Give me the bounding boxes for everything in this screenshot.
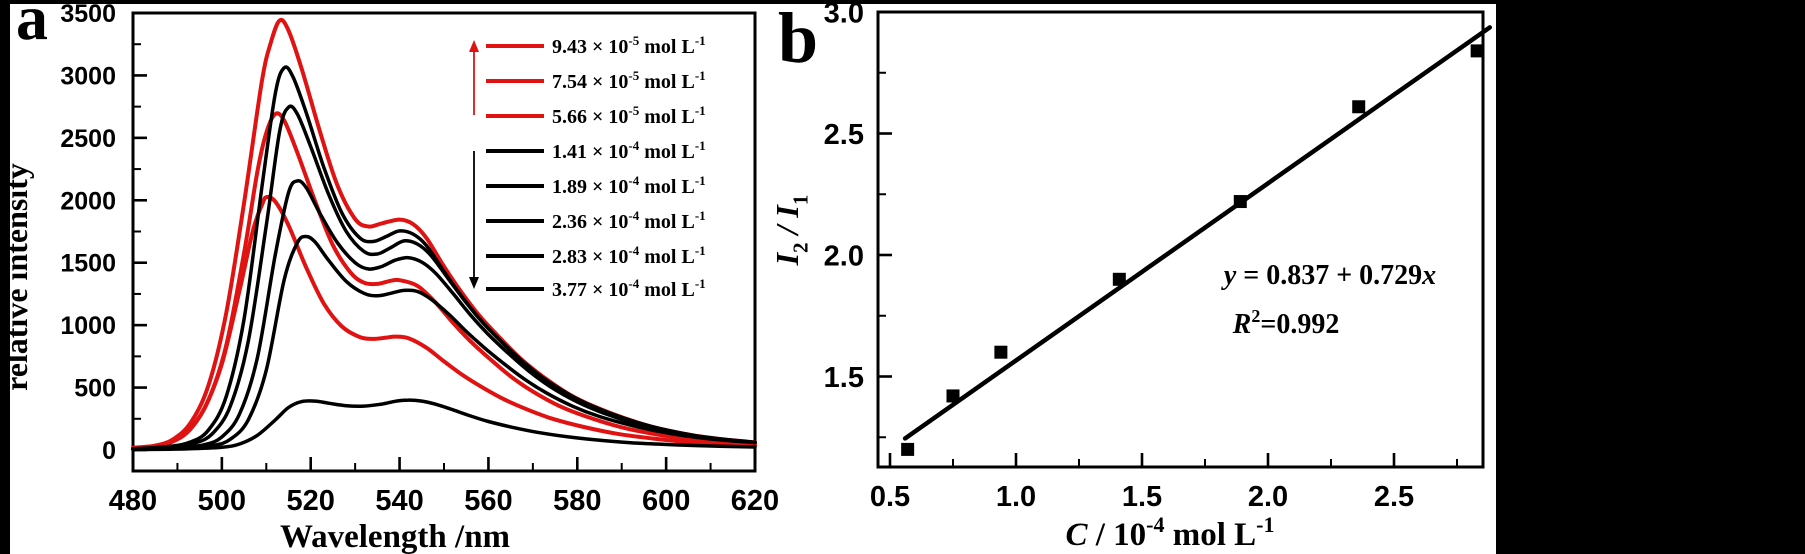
y-tick-label: 2.5 bbox=[824, 119, 864, 151]
x-tick-label: 480 bbox=[109, 485, 157, 517]
data-point bbox=[1470, 44, 1484, 58]
panel-b: b 0.5 1.0 1.5 2.0 2.5 1.5 2.0 2.5 3.0 C / 10-4 m… bbox=[769, 0, 1493, 553]
letterbox-left bbox=[0, 0, 10, 554]
legend-entry-label: 3.77 × 10-4 mol L-1 bbox=[552, 276, 706, 301]
x-tick-label: 600 bbox=[642, 485, 690, 517]
legend-arrow-down-head-icon bbox=[469, 277, 479, 289]
x-tick-label: 580 bbox=[553, 485, 601, 517]
y-tick-label: 2500 bbox=[60, 125, 116, 153]
y-tick-label: 2000 bbox=[60, 187, 116, 215]
x-tick-label: 0.5 bbox=[870, 481, 910, 513]
fit-r-squared-label: R2=0.992 bbox=[1232, 306, 1340, 340]
legend-arrow-up-head-icon bbox=[469, 40, 479, 52]
fit-equation-label: y = 0.837 + 0.729x bbox=[1221, 260, 1436, 291]
legend-entry-label: 2.36 × 10-4 mol L-1 bbox=[552, 208, 706, 233]
legend-entry: 1.41 × 10-4 mol L-1 bbox=[486, 138, 706, 163]
x-tick-label: 2.0 bbox=[1248, 481, 1288, 513]
legend-entry-label: 2.83 × 10-4 mol L-1 bbox=[552, 243, 706, 268]
panel-a-legend: 9.43 × 10-5 mol L-1 7.54 × 10-5 mol L-1 5.… bbox=[469, 33, 706, 301]
x-tick-label: 2.5 bbox=[1374, 481, 1414, 513]
data-point bbox=[1112, 272, 1126, 286]
legend-entry-label: 7.54 × 10-5 mol L-1 bbox=[552, 68, 706, 93]
legend-entry-label: 9.43 × 10-5 mol L-1 bbox=[552, 33, 706, 58]
y-tick-label: 500 bbox=[74, 375, 116, 403]
x-tick-label: 1.5 bbox=[1122, 481, 1162, 513]
y-tick-label: 1.5 bbox=[824, 362, 864, 394]
panel-a-y-axis-title: relative intensity bbox=[0, 163, 34, 391]
x-tick-label: 560 bbox=[464, 485, 512, 517]
letterbox-right bbox=[1496, 0, 1805, 554]
panel-b-fit-line bbox=[902, 25, 1493, 441]
panel-a-x-axis-title: Wavelength /nm bbox=[280, 519, 510, 554]
data-point bbox=[901, 442, 915, 456]
panel-b-x-axis-title: C / 10-4 mol L-1 bbox=[1065, 512, 1274, 553]
letterbox-top bbox=[0, 0, 1805, 4]
legend-entry: 7.54 × 10-5 mol L-1 bbox=[486, 68, 706, 93]
y-tick-label: 3500 bbox=[60, 0, 116, 28]
spectrum-curve bbox=[131, 398, 757, 452]
y-tick-label: 3000 bbox=[60, 62, 116, 90]
x-tick-label: 500 bbox=[198, 485, 246, 517]
spectrum-curve bbox=[131, 194, 757, 451]
legend-entry: 2.83 × 10-4 mol L-1 bbox=[486, 243, 706, 268]
y-tick-label: 3.0 bbox=[824, 0, 864, 29]
y-tick-label: 1500 bbox=[60, 250, 116, 278]
data-point bbox=[946, 389, 960, 403]
legend-entry-label: 1.41 × 10-4 mol L-1 bbox=[552, 138, 706, 163]
spectrum-curve bbox=[131, 179, 757, 452]
y-tick-label: 0 bbox=[102, 437, 116, 465]
spectrum-curve bbox=[131, 104, 757, 451]
panel-b-tick-labels: 0.5 1.0 1.5 2.0 2.5 1.5 2.0 2.5 3.0 bbox=[824, 0, 1414, 513]
panel-a: a 480 500 520 540 560 580 600 620 0 500 1000 1500 20… bbox=[0, 0, 779, 554]
spectrum-curve bbox=[131, 234, 757, 452]
panel-a-letter: a bbox=[16, 0, 48, 53]
legend-entry: 9.43 × 10-5 mol L-1 bbox=[486, 33, 706, 58]
x-tick-label: 540 bbox=[375, 485, 423, 517]
panel-b-points bbox=[901, 44, 1484, 456]
y-tick-label: 2.0 bbox=[824, 240, 864, 272]
x-tick-label: 520 bbox=[287, 485, 335, 517]
legend-entry: 5.66 × 10-5 mol L-1 bbox=[486, 103, 706, 128]
panel-a-tick-labels: 480 500 520 540 560 580 600 620 0 500 1000 1500 2000… bbox=[60, 0, 779, 517]
data-point bbox=[1233, 195, 1247, 209]
panel-a-curves bbox=[131, 17, 757, 452]
fit-line bbox=[902, 25, 1493, 441]
panel-b-y-axis-title: I2 / I1 bbox=[769, 195, 813, 267]
legend-entry-label: 1.89 × 10-4 mol L-1 bbox=[552, 173, 706, 198]
legend-entry: 3.77 × 10-4 mol L-1 bbox=[486, 276, 706, 301]
legend-entry: 2.36 × 10-4 mol L-1 bbox=[486, 208, 706, 233]
x-tick-label: 620 bbox=[731, 485, 779, 517]
data-point bbox=[1352, 100, 1366, 114]
data-point bbox=[994, 345, 1008, 359]
y-tick-label: 1000 bbox=[60, 312, 116, 340]
panel-b-letter: b bbox=[778, 0, 818, 78]
x-tick-label: 1.0 bbox=[996, 481, 1036, 513]
legend-entry: 1.89 × 10-4 mol L-1 bbox=[486, 173, 706, 198]
panel-b-frame bbox=[876, 10, 1485, 469]
panel-b-ticks bbox=[878, 10, 1458, 467]
legend-entry-label: 5.66 × 10-5 mol L-1 bbox=[552, 103, 706, 128]
